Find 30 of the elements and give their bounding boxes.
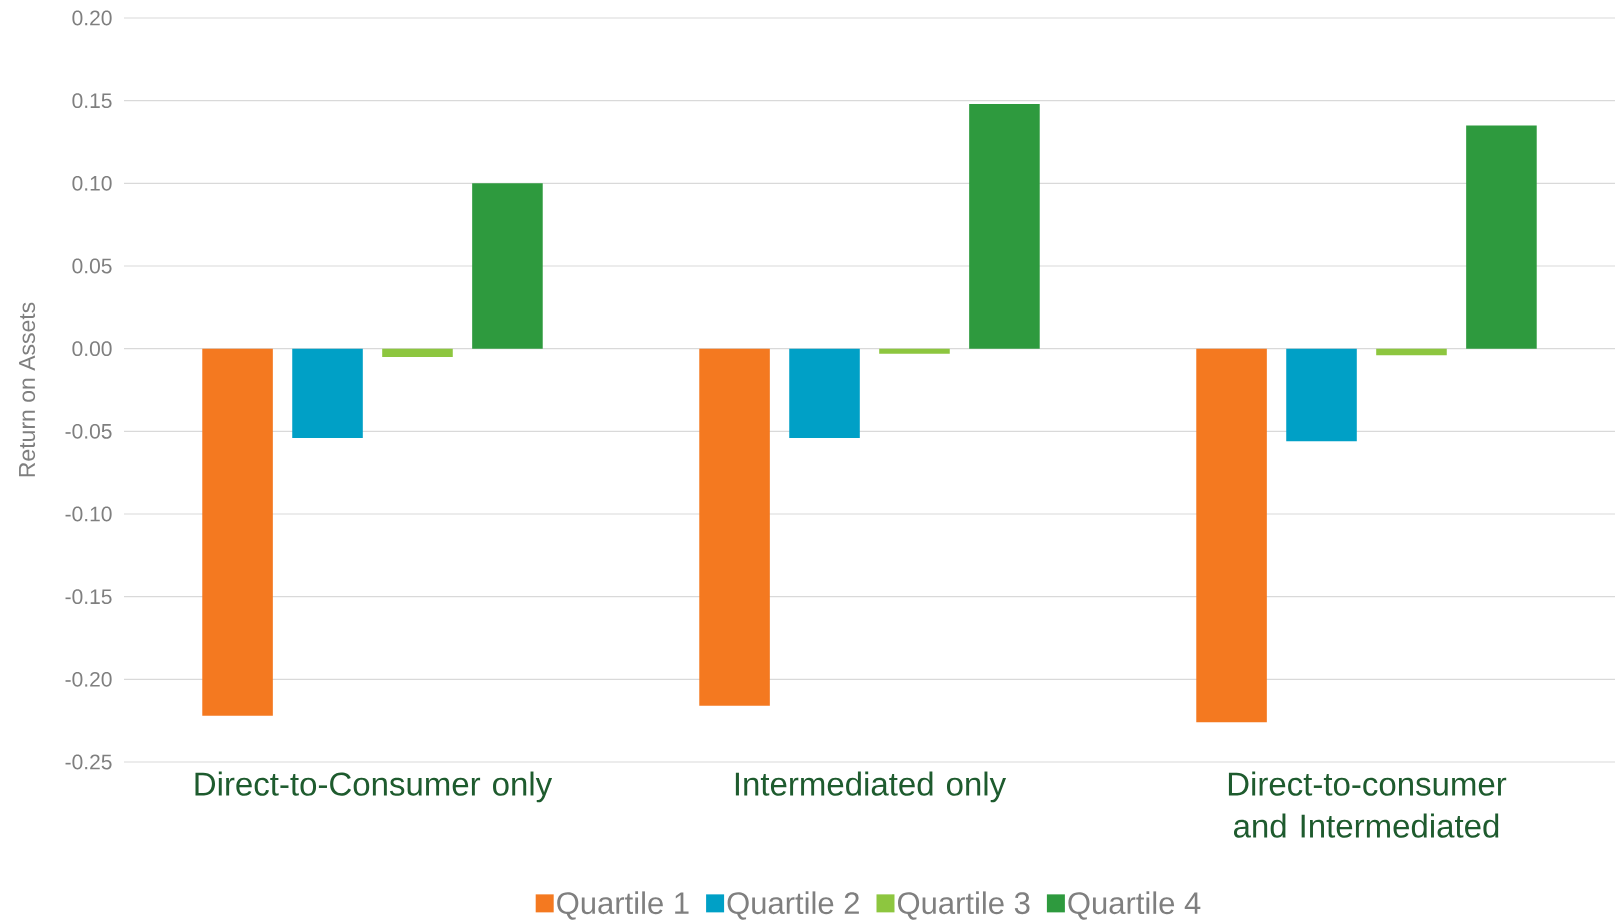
bar [969,103,1040,349]
bar [382,348,453,357]
x-tick-label: Direct-to-consumer and Intermediated [1228,771,1507,838]
bar [472,183,543,349]
x-tick-label: Intermediated only [735,771,1007,803]
bar [202,348,273,716]
y-tick-label: 0.15 [72,93,112,109]
y-tick-label: -0.05 [65,423,112,439]
bar [1196,348,1267,723]
y-tick-label: -0.10 [65,506,112,522]
x-tick-label: Direct-to-Consumer only [195,771,553,803]
legend-label: Quartile 1 [557,891,689,920]
bar [699,348,770,706]
y-axis-title: Return on Assets [19,302,36,477]
bar [1466,125,1537,349]
y-tick-label: 0.10 [72,175,112,191]
legend-label: Quartile 4 [1068,891,1201,920]
bar [789,348,860,438]
legend-label: Quartile 2 [727,891,859,920]
legend-label: Quartile 3 [897,891,1030,920]
y-tick-label: -0.25 [65,754,112,770]
y-tick-label: -0.20 [65,671,112,687]
bar [1286,348,1357,442]
bar [292,348,363,438]
y-tick-label: 0.20 [72,10,112,26]
y-tick-label: -0.15 [65,589,112,605]
y-tick-label: 0.00 [72,341,112,357]
bar [1376,348,1447,356]
bar [879,348,950,354]
y-tick-label: 0.05 [72,258,112,274]
